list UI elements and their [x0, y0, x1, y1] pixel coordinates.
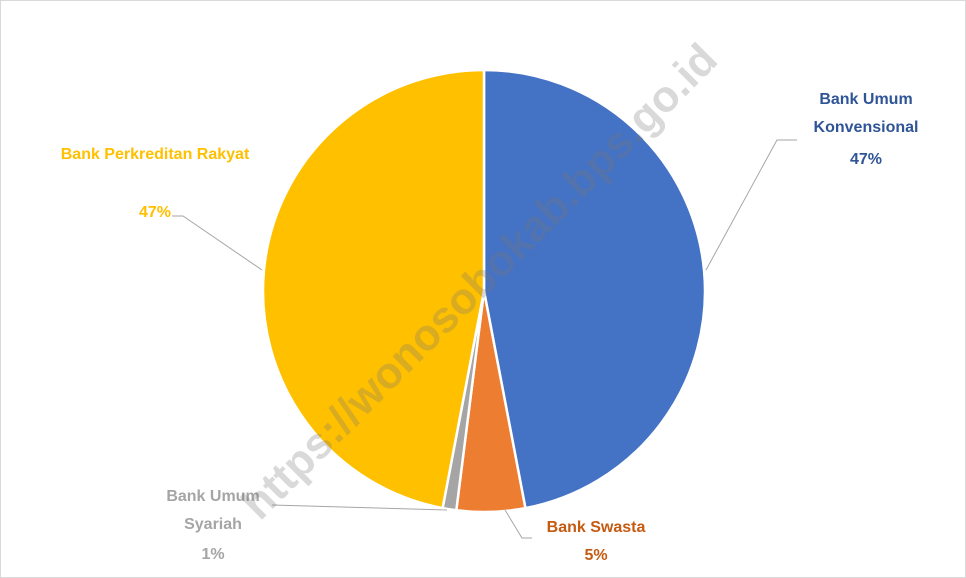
slice-label: Bank Swasta — [546, 519, 646, 536]
leader-line — [504, 509, 532, 539]
slice-label: Bank Umum Syariah — [166, 488, 260, 533]
slice-value-label: 47% — [138, 204, 172, 221]
pie-slice — [261, 68, 486, 510]
leader-line — [172, 215, 263, 271]
pie-slice — [482, 68, 707, 510]
leader-line — [705, 139, 797, 271]
slice-value-label: 5% — [584, 547, 608, 564]
slice-value-label: 47% — [849, 151, 883, 168]
slice-label: Bank Perkreditan Rakyat — [60, 146, 250, 163]
slice-label: Bank Umum Konvensional — [813, 91, 919, 136]
slice-value-label: 1% — [201, 546, 225, 563]
leader-line — [271, 504, 448, 511]
